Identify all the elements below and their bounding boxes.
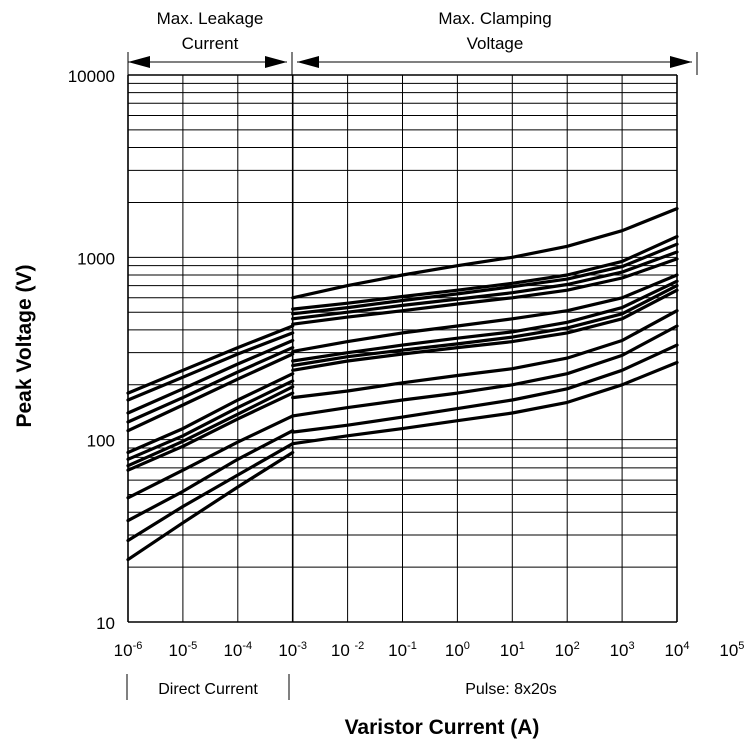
clamping-annotation-line1: Max. Clamping — [438, 9, 551, 28]
leakage-curve — [126, 372, 295, 455]
x-tick-label: 100 — [445, 640, 470, 660]
clamping-annotation-line2: Voltage — [467, 34, 524, 53]
clamping-curve — [291, 207, 679, 300]
leakage-curve — [126, 352, 295, 433]
leakage-curve — [126, 324, 295, 395]
x-tick-label: 101 — [500, 640, 525, 660]
x-tick-label: 105 — [719, 640, 744, 660]
x-tick-label: 10-5 — [169, 640, 198, 660]
leakage-annotation-line2: Current — [182, 34, 239, 53]
clamping-curve — [291, 284, 679, 368]
clamping-curve — [291, 288, 679, 372]
clamping-curve — [291, 343, 679, 434]
curves — [126, 207, 679, 562]
clamping-curve — [291, 257, 679, 326]
y-tick-label: 10000 — [68, 67, 115, 86]
leakage-curve — [126, 338, 295, 415]
x-tick-label: 10-6 — [114, 640, 143, 660]
x-tick-label: 103 — [610, 640, 635, 660]
x-tick-label: 10 -2 — [331, 640, 364, 660]
clamping-curve — [291, 279, 679, 363]
x-tick-label: 10-1 — [388, 640, 417, 660]
x-tick-labels: 10-6 10-5 10-4 10-3 10 -2 10-1 100 101 102 103 104… — [114, 640, 745, 660]
x-tick-label: 104 — [664, 640, 689, 660]
clamping-curve — [291, 273, 679, 353]
leakage-curve — [126, 450, 295, 562]
y-tick-label: 1000 — [77, 249, 115, 268]
direct-current-label: Direct Current — [158, 681, 258, 698]
y-tick-labels: 10 100 1000 10000 — [68, 67, 115, 633]
leakage-curve — [126, 391, 295, 472]
leakage-arrow — [128, 56, 287, 68]
pulse-label: Pulse: 8x20s — [465, 681, 557, 698]
y-axis-label: Peak Voltage (V) — [13, 265, 36, 428]
x-tick-label: 10-3 — [278, 640, 307, 660]
leakage-curve — [126, 346, 295, 424]
x-tick-label: 10-4 — [223, 640, 252, 660]
clamping-arrow — [297, 56, 692, 68]
leakage-curve — [126, 414, 295, 500]
clamping-curve — [291, 309, 679, 400]
y-tick-label: 10 — [96, 614, 115, 633]
leakage-annotation-line1: Max. Leakage — [157, 9, 264, 28]
leakage-curve — [126, 385, 295, 468]
clamping-curve — [291, 235, 679, 311]
x-axis-label: Varistor Current (A) — [345, 716, 540, 739]
leakage-curve — [126, 429, 295, 523]
leakage-curve — [126, 379, 295, 461]
clamping-curve — [291, 250, 679, 321]
x-tick-label: 102 — [555, 640, 580, 660]
clamping-curve — [291, 324, 679, 418]
leakage-curve — [126, 442, 295, 543]
plot-frame — [127, 74, 678, 623]
y-tick-label: 100 — [87, 432, 115, 451]
clamping-curve — [291, 242, 679, 316]
leakage-curve — [126, 331, 295, 402]
clamping-curve — [291, 360, 679, 446]
